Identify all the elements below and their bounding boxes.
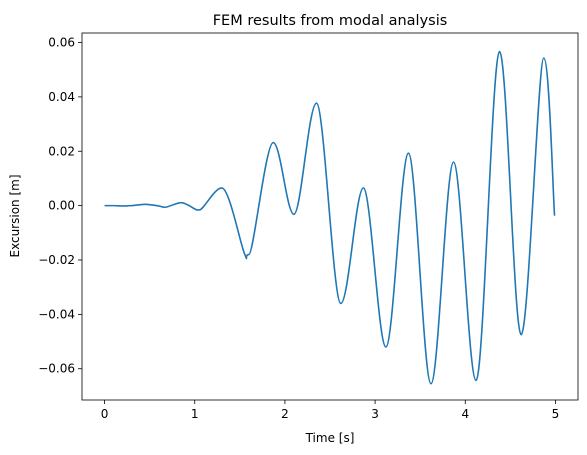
x-tick-label: 0 — [101, 407, 109, 421]
x-tick-label: 5 — [552, 407, 560, 421]
series-line — [104, 50, 556, 385]
y-tick-label: 0.02 — [48, 144, 75, 158]
y-axis-label: Excursion [m] — [8, 174, 22, 257]
x-tick-label: 2 — [281, 407, 289, 421]
x-axis: 0 1 2 3 4 5 — [101, 400, 560, 421]
plot-area — [81, 32, 579, 401]
axes-frame — [81, 32, 579, 401]
y-axis: −0.06 −0.04 −0.02 0.00 0.02 0.04 0.06 — [38, 36, 82, 376]
y-tick-label: −0.02 — [38, 253, 75, 267]
x-axis-label: Time [s] — [305, 431, 355, 445]
x-tick-label: 3 — [371, 407, 379, 421]
y-tick-label: −0.06 — [38, 362, 75, 376]
chart-title: FEM results from modal analysis — [213, 13, 448, 29]
x-tick-label: 4 — [461, 407, 469, 421]
x-tick-label: 1 — [191, 407, 199, 421]
y-tick-label: 0.00 — [48, 199, 75, 213]
y-tick-label: 0.06 — [48, 36, 75, 50]
y-tick-label: 0.04 — [48, 90, 75, 104]
y-tick-label: −0.04 — [38, 307, 75, 321]
